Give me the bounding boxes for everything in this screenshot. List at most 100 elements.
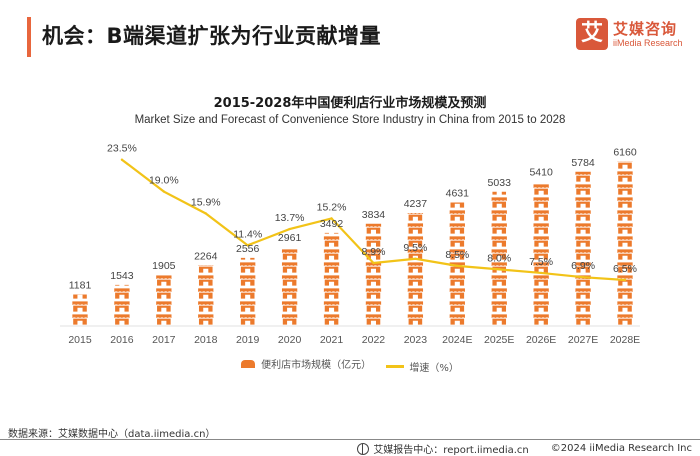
store-icon [449, 223, 465, 234]
x-tick-label: 2016 [110, 334, 134, 346]
store-icon [156, 314, 172, 325]
store-icon [449, 236, 465, 247]
growth-value-label: 6.9% [571, 260, 595, 272]
store-icon [533, 197, 549, 208]
store-icon [240, 301, 256, 312]
chart-title: 2015-2028年中国便利店行业市场规模及预测 [213, 96, 487, 111]
store-icon [365, 301, 382, 312]
store-icon [617, 161, 633, 169]
store-icon [240, 262, 256, 273]
growth-point-2019 [246, 244, 249, 247]
bar-2019 [240, 257, 256, 325]
store-icon [575, 184, 591, 195]
store-icon [575, 301, 591, 312]
store-icon [449, 210, 465, 221]
store-icon [72, 301, 88, 312]
store-icon [240, 275, 256, 286]
logo-mark-icon: 艾 [576, 18, 608, 50]
report-center-link[interactable]: 艾媒报告中心：report.iimedia.cn [373, 445, 529, 456]
growth-value-label: 9.5% [403, 242, 427, 254]
store-icon [617, 171, 633, 182]
growth-point-2024E [456, 264, 459, 268]
store-icon [575, 249, 591, 260]
store-icon [365, 223, 382, 234]
footer-divider [0, 439, 700, 440]
page-title: 机会：B端渠道扩张为行业贡献增量 [42, 24, 382, 48]
store-icon [533, 275, 549, 286]
bar-2023 [407, 213, 424, 325]
x-tick-label: 2017 [152, 334, 176, 346]
growth-value-label: 15.9% [191, 196, 221, 208]
store-icon [198, 288, 214, 299]
x-tick-label: 2024E [442, 334, 472, 346]
store-icon [407, 262, 424, 273]
store-icon [575, 197, 591, 208]
store-icon [533, 314, 549, 325]
growth-point-2020 [288, 227, 291, 231]
growth-point-2028E [623, 278, 627, 282]
copyright: ©2024 iiMedia Research Inc [550, 443, 692, 454]
logo-cn-text: 艾媒咨询 [613, 20, 678, 38]
growth-point-2016 [120, 158, 124, 161]
growth-value-label: 6.5% [613, 263, 637, 275]
bar-2016 [114, 284, 130, 325]
bar-2017 [156, 275, 172, 325]
logo-en-text: iiMedia Research [613, 38, 683, 48]
store-icon [575, 236, 591, 247]
legend-item-growth: 增速（%） [386, 359, 459, 374]
store-icon [533, 236, 549, 247]
legend-label-market-size: 便利店市场规模（亿元） [261, 360, 372, 371]
store-icon [491, 288, 507, 299]
bar-value-label: 3834 [362, 209, 386, 221]
store-icon [323, 262, 340, 273]
growth-point-2025E [498, 268, 501, 271]
bar-value-label: 4237 [404, 198, 428, 210]
x-tick-label: 2023 [404, 334, 428, 346]
store-icon [491, 301, 507, 312]
store-icon [240, 314, 256, 325]
store-icon [617, 210, 633, 221]
store-icon [407, 314, 424, 325]
store-icon [323, 314, 340, 325]
bar-2020 [281, 249, 298, 325]
bar-2024E [449, 202, 465, 325]
store-icon [281, 288, 298, 299]
growth-point-2021 [330, 217, 333, 220]
growth-value-label: 13.7% [275, 212, 305, 224]
store-icon [281, 262, 298, 273]
store-icon [617, 223, 633, 234]
growth-value-label: 7.5% [529, 256, 553, 268]
store-icon [491, 197, 507, 208]
title-accent-bar [27, 17, 31, 57]
store-icon [114, 314, 130, 325]
x-tick-label: 2025E [484, 334, 514, 346]
growth-point-2018 [204, 212, 207, 215]
bar-value-label: 5033 [488, 177, 512, 189]
bar-value-label: 2556 [236, 243, 260, 255]
iimedia-logo: 艾 艾媒咨询 iiMedia Research [576, 18, 696, 56]
growth-point-2017 [162, 190, 166, 193]
growth-value-label: 8.9% [361, 246, 385, 258]
store-icon [281, 314, 298, 325]
store-icon [281, 275, 298, 286]
store-icon [240, 288, 256, 299]
growth-value-label: 8.0% [487, 252, 511, 264]
store-icon [365, 288, 382, 299]
store-icon [198, 301, 214, 312]
growth-value-label: 23.5% [107, 143, 137, 155]
growth-value-label: 15.2% [317, 201, 347, 213]
store-icon [617, 288, 633, 299]
bar-value-label: 2961 [278, 232, 302, 244]
growth-value-label: 11.4% [233, 228, 262, 240]
store-icon [491, 223, 507, 234]
x-tick-label: 2026E [526, 334, 556, 346]
store-icon [575, 314, 591, 325]
growth-point-2026E [539, 271, 543, 275]
bar-value-label: 6160 [613, 147, 637, 159]
store-icon [323, 301, 340, 312]
bar-2021 [323, 232, 340, 325]
store-icon [617, 236, 633, 247]
store-icon [407, 301, 424, 312]
bar-value-label: 1181 [69, 280, 92, 292]
